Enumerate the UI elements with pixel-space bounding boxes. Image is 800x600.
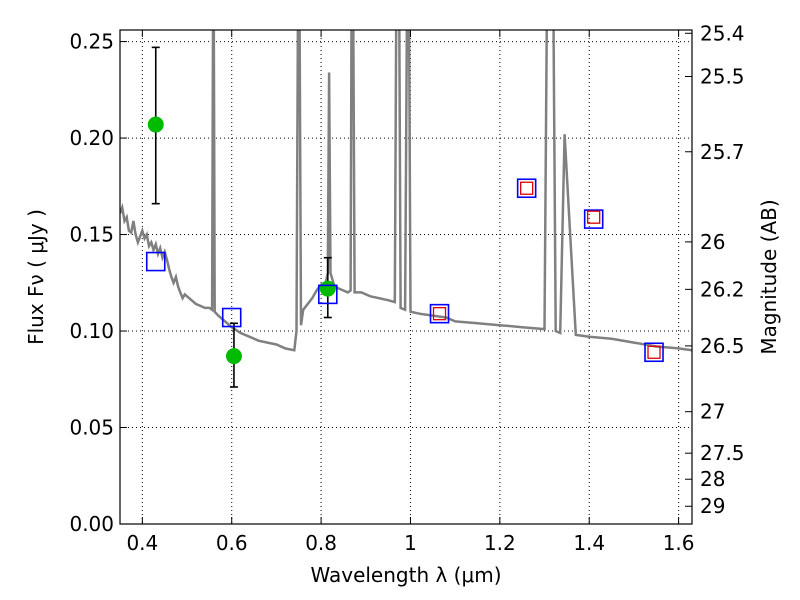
model-photometry-point bbox=[644, 342, 664, 363]
right-tick-label: 28 bbox=[700, 467, 725, 491]
x-tick-label: 1.4 bbox=[573, 531, 605, 555]
x-axis-label: Wavelength λ (μm) bbox=[310, 563, 501, 587]
secondary-photometry-point bbox=[587, 210, 601, 224]
x-tick-label: 1 bbox=[404, 531, 417, 555]
right-tick-label: 27.5 bbox=[700, 441, 745, 465]
model-photometry-point bbox=[145, 251, 166, 272]
right-tick-label: 26.2 bbox=[700, 277, 745, 301]
right-tick-label: 27 bbox=[700, 400, 725, 424]
y-tick-label: 0.20 bbox=[69, 126, 114, 150]
y-tick-label: 0.25 bbox=[69, 30, 114, 54]
secondary-photometry-points bbox=[432, 181, 661, 359]
y-axis-right: 25.4 25.5 25.7 26 26.2 26.5 27 27.528 29 bbox=[685, 21, 745, 518]
model-photometry-point bbox=[221, 307, 242, 328]
observed-points bbox=[147, 116, 336, 365]
y-tick-label: 0.15 bbox=[69, 223, 114, 247]
y-axis-left: 0.00 0.05 0.10 0.15 0.20 0.25 bbox=[69, 30, 127, 536]
right-tick-label: 29 bbox=[700, 494, 725, 518]
plot-area bbox=[120, 30, 692, 388]
x-axis: 0.4 0.6 0.8 1 1.2 1.4 1.6 bbox=[126, 30, 695, 555]
x-tick-label: 0.8 bbox=[305, 531, 337, 555]
right-tick-label: 26.5 bbox=[700, 334, 745, 358]
y-axis-right-label: Magnitude (AB) bbox=[757, 199, 781, 354]
x-tick-label: 0.6 bbox=[216, 531, 248, 555]
y-tick-label: 0.05 bbox=[69, 416, 114, 440]
observed-errorbars bbox=[151, 46, 332, 388]
model-photometry-point bbox=[429, 303, 450, 324]
model-photometry-point bbox=[583, 209, 604, 229]
x-tick-label: 0.4 bbox=[126, 531, 158, 555]
y-tick-label: 0.00 bbox=[69, 512, 114, 536]
observed-point bbox=[319, 280, 336, 297]
observed-point bbox=[225, 348, 242, 365]
right-tick-label: 26 bbox=[700, 230, 725, 254]
right-tick-label: 25.5 bbox=[700, 65, 745, 89]
observed-point bbox=[147, 116, 164, 133]
secondary-photometry-point bbox=[520, 181, 534, 195]
grid bbox=[120, 30, 692, 524]
x-tick-label: 1.6 bbox=[663, 531, 695, 555]
secondary-photometry-point bbox=[432, 307, 447, 321]
model-photometry-point bbox=[317, 284, 338, 305]
model-photometry-points bbox=[145, 178, 664, 363]
x-tick-label: 1.2 bbox=[484, 531, 516, 555]
right-tick-label: 25.4 bbox=[700, 21, 745, 45]
model-photometry-point bbox=[516, 178, 537, 199]
right-tick-label: 25.7 bbox=[700, 140, 745, 164]
y-axis-label: Flux Fν ( μJy ) bbox=[24, 209, 48, 345]
plot-frame bbox=[119, 29, 693, 525]
model-spectrum-line bbox=[120, 30, 692, 352]
secondary-photometry-point bbox=[647, 345, 661, 359]
y-tick-label: 0.10 bbox=[69, 319, 114, 343]
